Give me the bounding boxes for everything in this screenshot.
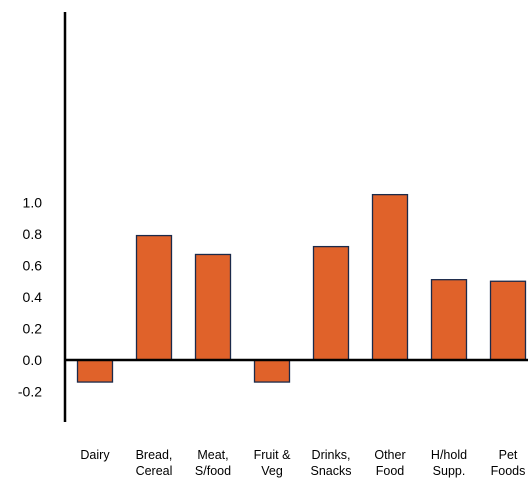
y-tick-label: -0.2 (18, 384, 42, 400)
x-category-label: Dairy (80, 448, 110, 462)
y-axis-ticks: -0.2 0.0 0.2 0.4 0.6 0.8 1.0 (18, 195, 42, 400)
bar-bread-cereal (135, 234, 173, 361)
y-tick-label: 0.2 (23, 321, 43, 337)
axes (63, 12, 528, 422)
x-category-label: Supp. (433, 464, 466, 478)
y-tick-label: 0.4 (23, 289, 43, 305)
x-category-label: Cereal (136, 464, 173, 478)
x-category-label: Meat, (197, 448, 228, 462)
bar-pet-foods (489, 280, 527, 361)
x-category-label: S/food (195, 464, 231, 478)
x-category-label: Bread, (136, 448, 173, 462)
bar-dairy (76, 359, 114, 383)
x-category-label: Food (376, 464, 405, 478)
y-tick-label: 0.0 (23, 352, 43, 368)
x-category-label: Foods (491, 464, 526, 478)
bar-other-food (371, 193, 409, 361)
x-category-label: Snacks (311, 464, 352, 478)
x-category-label: Pet (499, 448, 518, 462)
bar-drinks-snacks (312, 245, 350, 361)
x-category-label: H/hold (431, 448, 467, 462)
x-category-label: Veg (261, 464, 283, 478)
bar-h-hold-supp (430, 279, 468, 361)
x-category-label: Fruit & (254, 448, 291, 462)
bar-meat-s-food (194, 253, 232, 361)
y-tick-label: 1.0 (23, 195, 43, 211)
y-tick-label: 0.8 (23, 226, 43, 242)
x-category-label: Other (374, 448, 405, 462)
x-axis-labels: Dairy Bread, Cereal Meat, S/food Fruit & Veg Dr… (80, 448, 525, 478)
bar-fruit-veg (253, 359, 291, 383)
bar-series (76, 193, 527, 383)
x-category-label: Drinks, (312, 448, 351, 462)
y-tick-label: 0.6 (23, 258, 43, 274)
